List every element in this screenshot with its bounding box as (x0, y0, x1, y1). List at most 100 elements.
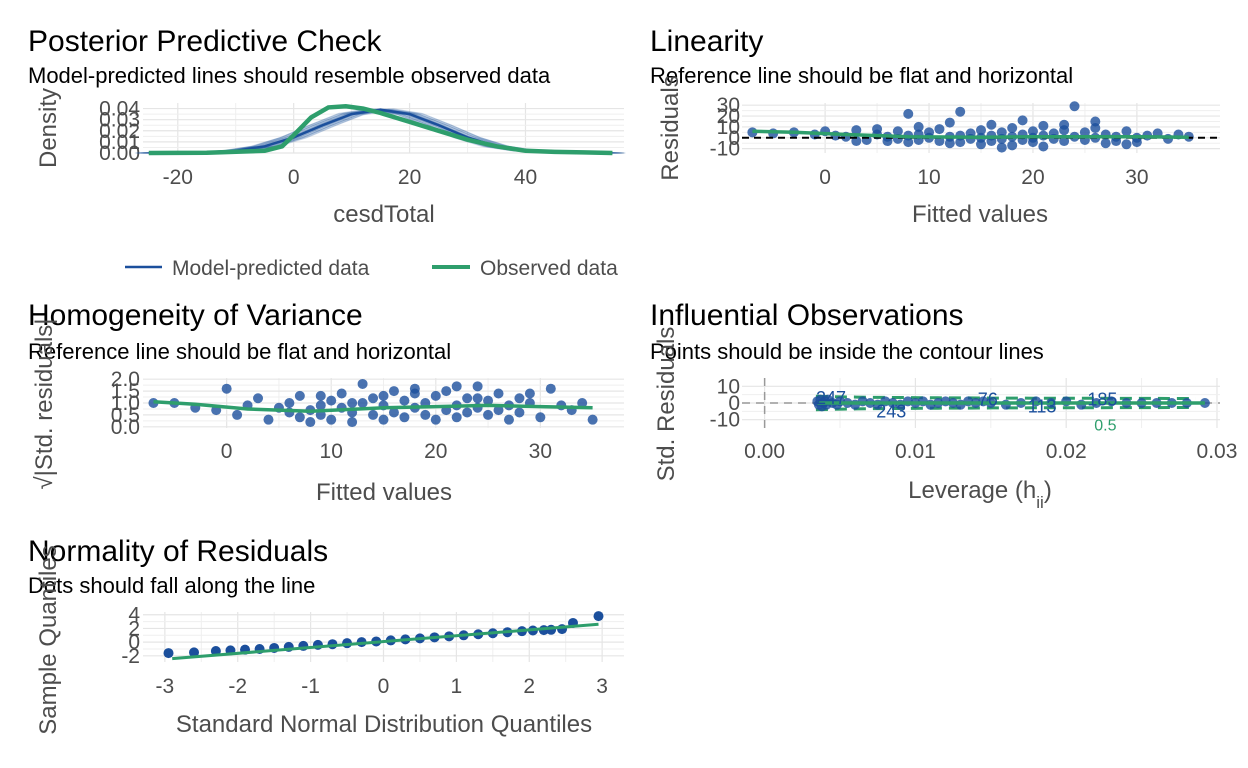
ppc-x-tick-label: 0 (288, 166, 300, 189)
homogeneity-point (388, 386, 399, 397)
linearity-point (934, 124, 945, 135)
linearity-point (1183, 131, 1194, 142)
homogeneity-point (462, 393, 473, 404)
linearity-point (955, 106, 966, 117)
linearity-point (903, 137, 914, 148)
homogeneity-point (263, 414, 274, 425)
linearity-x-tick-label: 20 (1021, 166, 1044, 189)
normality-y-axis-label: Sample Quantiles (35, 545, 62, 734)
homogeneity-point (326, 395, 337, 406)
homogeneity-point (284, 398, 295, 408)
linearity-point (1027, 137, 1038, 148)
linearity-panel: Linearity Reference line should be flat … (650, 25, 1220, 228)
ppc-subtitle: Model-predicted lines should resemble ob… (28, 63, 551, 88)
homogeneity-point (357, 398, 368, 408)
ppc-model-draw-line (136, 109, 601, 154)
ppc-panel: Posterior Predictive Check Model-predict… (28, 25, 626, 280)
influential-x-tick-label: 0.02 (1046, 440, 1087, 463)
ppc-y-tick-label: 0.01 (99, 131, 140, 154)
homogeneity-point (378, 414, 389, 425)
ppc-model-draw-line (137, 109, 602, 154)
homogeneity-point (368, 409, 379, 420)
ppc-y-tick-label: 0.00 (99, 142, 140, 165)
homogeneity-point (399, 395, 410, 406)
normality-x-tick-label: -3 (156, 675, 175, 698)
homogeneity-x-axis-label: Fitted values (316, 479, 452, 506)
homogeneity-point (305, 417, 316, 428)
influential-x-tick-label: 0.03 (1197, 440, 1238, 463)
linearity-y-tick-label: 20 (717, 105, 740, 128)
linearity-point (944, 138, 955, 149)
ppc-model-draw-line (145, 109, 610, 154)
normality-subtitle: Dots should fall along the line (28, 573, 315, 598)
linearity-point (1121, 126, 1132, 137)
linearity-y-tick-label: -10 (710, 138, 740, 161)
linearity-point (976, 139, 986, 150)
ppc-y-tick-label: 0.02 (99, 120, 140, 143)
normality-title: Normality of Residuals (28, 535, 328, 568)
influential-contour-label: 0.5 (1094, 418, 1116, 435)
influential-title: Influential Observations (650, 299, 964, 332)
homogeneity-point (347, 417, 358, 428)
homogeneity-point (503, 414, 514, 425)
ppc-y-tick-label: 0.04 (99, 98, 140, 121)
homogeneity-point (441, 386, 452, 397)
homogeneity-point (483, 409, 494, 420)
homogeneity-plot-area: 0 10 20 30 0.00.51.01.52.0 (111, 368, 624, 463)
homogeneity-point (315, 400, 326, 411)
normality-x-axis-label: Standard Normal Distribution Quantiles (176, 711, 592, 738)
linearity-smooth-line (752, 129, 1189, 139)
normality-x-tick-label: 3 (596, 675, 608, 698)
homogeneity-point (472, 381, 483, 392)
ppc-x-axis-label: cesdTotal (333, 201, 434, 228)
ppc-model-draw-line (138, 109, 603, 154)
homogeneity-panel: Homogeneity of Variance Reference line s… (28, 299, 624, 506)
homogeneity-point (514, 393, 525, 404)
homogeneity-point (493, 388, 504, 399)
legend-label-model-predicted: Model-predicted data (172, 257, 370, 280)
linearity-point (996, 142, 1007, 153)
linearity-point (1007, 140, 1018, 151)
homogeneity-y-tick-label: 2.0 (111, 368, 140, 391)
influential-y-axis-label: Std. Residuals (653, 327, 680, 482)
influential-point-label: 76 (978, 390, 998, 410)
linearity-y-axis-label: Residuals (657, 75, 684, 180)
influential-panel: Influential Observations Points should b… (650, 299, 1237, 512)
ppc-y-tick-label: 0.03 (99, 109, 140, 132)
ppc-legend: Model-predicted data Observed data (125, 257, 618, 280)
normality-x-tick-label: 2 (523, 675, 535, 698)
normality-y-tick-label: 4 (128, 604, 140, 627)
normality-x-tick-label: 1 (451, 675, 463, 698)
homogeneity-point (420, 409, 431, 420)
homogeneity-point (347, 398, 358, 408)
homogeneity-point (545, 383, 556, 394)
ppc-plot-area: -20 0 20 40 0.000.010.020.030.04 (99, 98, 626, 189)
homogeneity-x-tick-label: 0 (221, 440, 233, 463)
linearity-point (1100, 138, 1111, 149)
linearity-y-tick-label: 0 (728, 127, 740, 150)
homogeneity-point (587, 414, 598, 425)
linearity-x-tick-label: 10 (917, 166, 940, 189)
homogeneity-point (483, 395, 494, 406)
homogeneity-x-tick-label: 30 (529, 440, 552, 463)
linearity-x-tick-label: 0 (819, 166, 831, 189)
linearity-point (903, 108, 914, 119)
normality-x-tick-label: 0 (378, 675, 390, 698)
normality-y-tick-label: 2 (128, 617, 140, 640)
ppc-model-draw-line (150, 109, 614, 154)
linearity-point (1121, 139, 1132, 150)
normality-x-tick-label: -1 (301, 675, 320, 698)
homogeneity-subtitle: Reference line should be flat and horizo… (28, 339, 451, 364)
homogeneity-y-axis-label: √|Std. residuals| (31, 318, 58, 489)
homogeneity-point (430, 414, 441, 425)
homogeneity-point (514, 407, 525, 418)
ppc-y-axis-label: Density (35, 88, 62, 168)
homogeneity-point (577, 398, 588, 408)
homogeneity-smooth-line (153, 400, 593, 414)
linearity-point (1069, 101, 1080, 112)
normality-panel: Normality of Residuals Dots should fall … (28, 535, 624, 738)
ppc-model-draw-line (150, 109, 615, 154)
influential-x-tick-label: 0.00 (744, 440, 785, 463)
